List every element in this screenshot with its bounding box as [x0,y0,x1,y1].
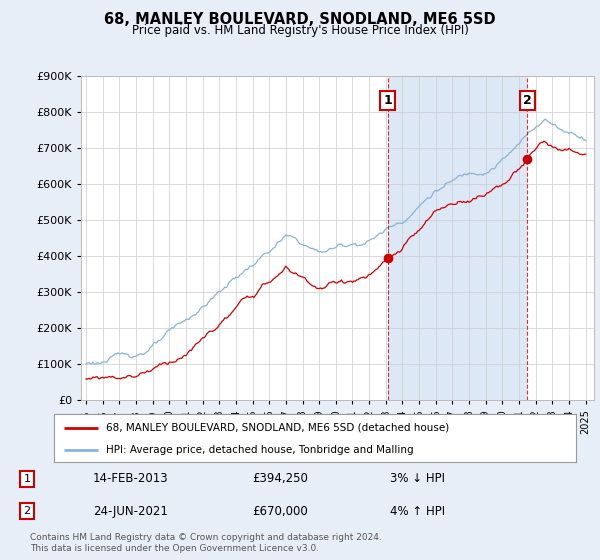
Text: 1: 1 [383,95,392,108]
Text: £670,000: £670,000 [252,505,308,517]
Text: £394,250: £394,250 [252,473,308,486]
Text: 3% ↓ HPI: 3% ↓ HPI [390,473,445,486]
Text: Contains HM Land Registry data © Crown copyright and database right 2024.
This d: Contains HM Land Registry data © Crown c… [30,533,382,553]
Text: 2: 2 [523,95,532,108]
Bar [388,76,527,400]
Text: HPI: Average price, detached house, Tonbridge and Malling: HPI: Average price, detached house, Tonb… [106,445,414,455]
Text: 24-JUN-2021: 24-JUN-2021 [93,505,168,517]
Text: 1: 1 [23,474,31,484]
Text: 68, MANLEY BOULEVARD, SNODLAND, ME6 5SD: 68, MANLEY BOULEVARD, SNODLAND, ME6 5SD [104,12,496,27]
Text: 4% ↑ HPI: 4% ↑ HPI [390,505,445,517]
Text: Price paid vs. HM Land Registry's House Price Index (HPI): Price paid vs. HM Land Registry's House … [131,24,469,37]
Text: 2: 2 [23,506,31,516]
Text: 14-FEB-2013: 14-FEB-2013 [93,473,169,486]
Text: 68, MANLEY BOULEVARD, SNODLAND, ME6 5SD (detached house): 68, MANLEY BOULEVARD, SNODLAND, ME6 5SD … [106,423,449,433]
